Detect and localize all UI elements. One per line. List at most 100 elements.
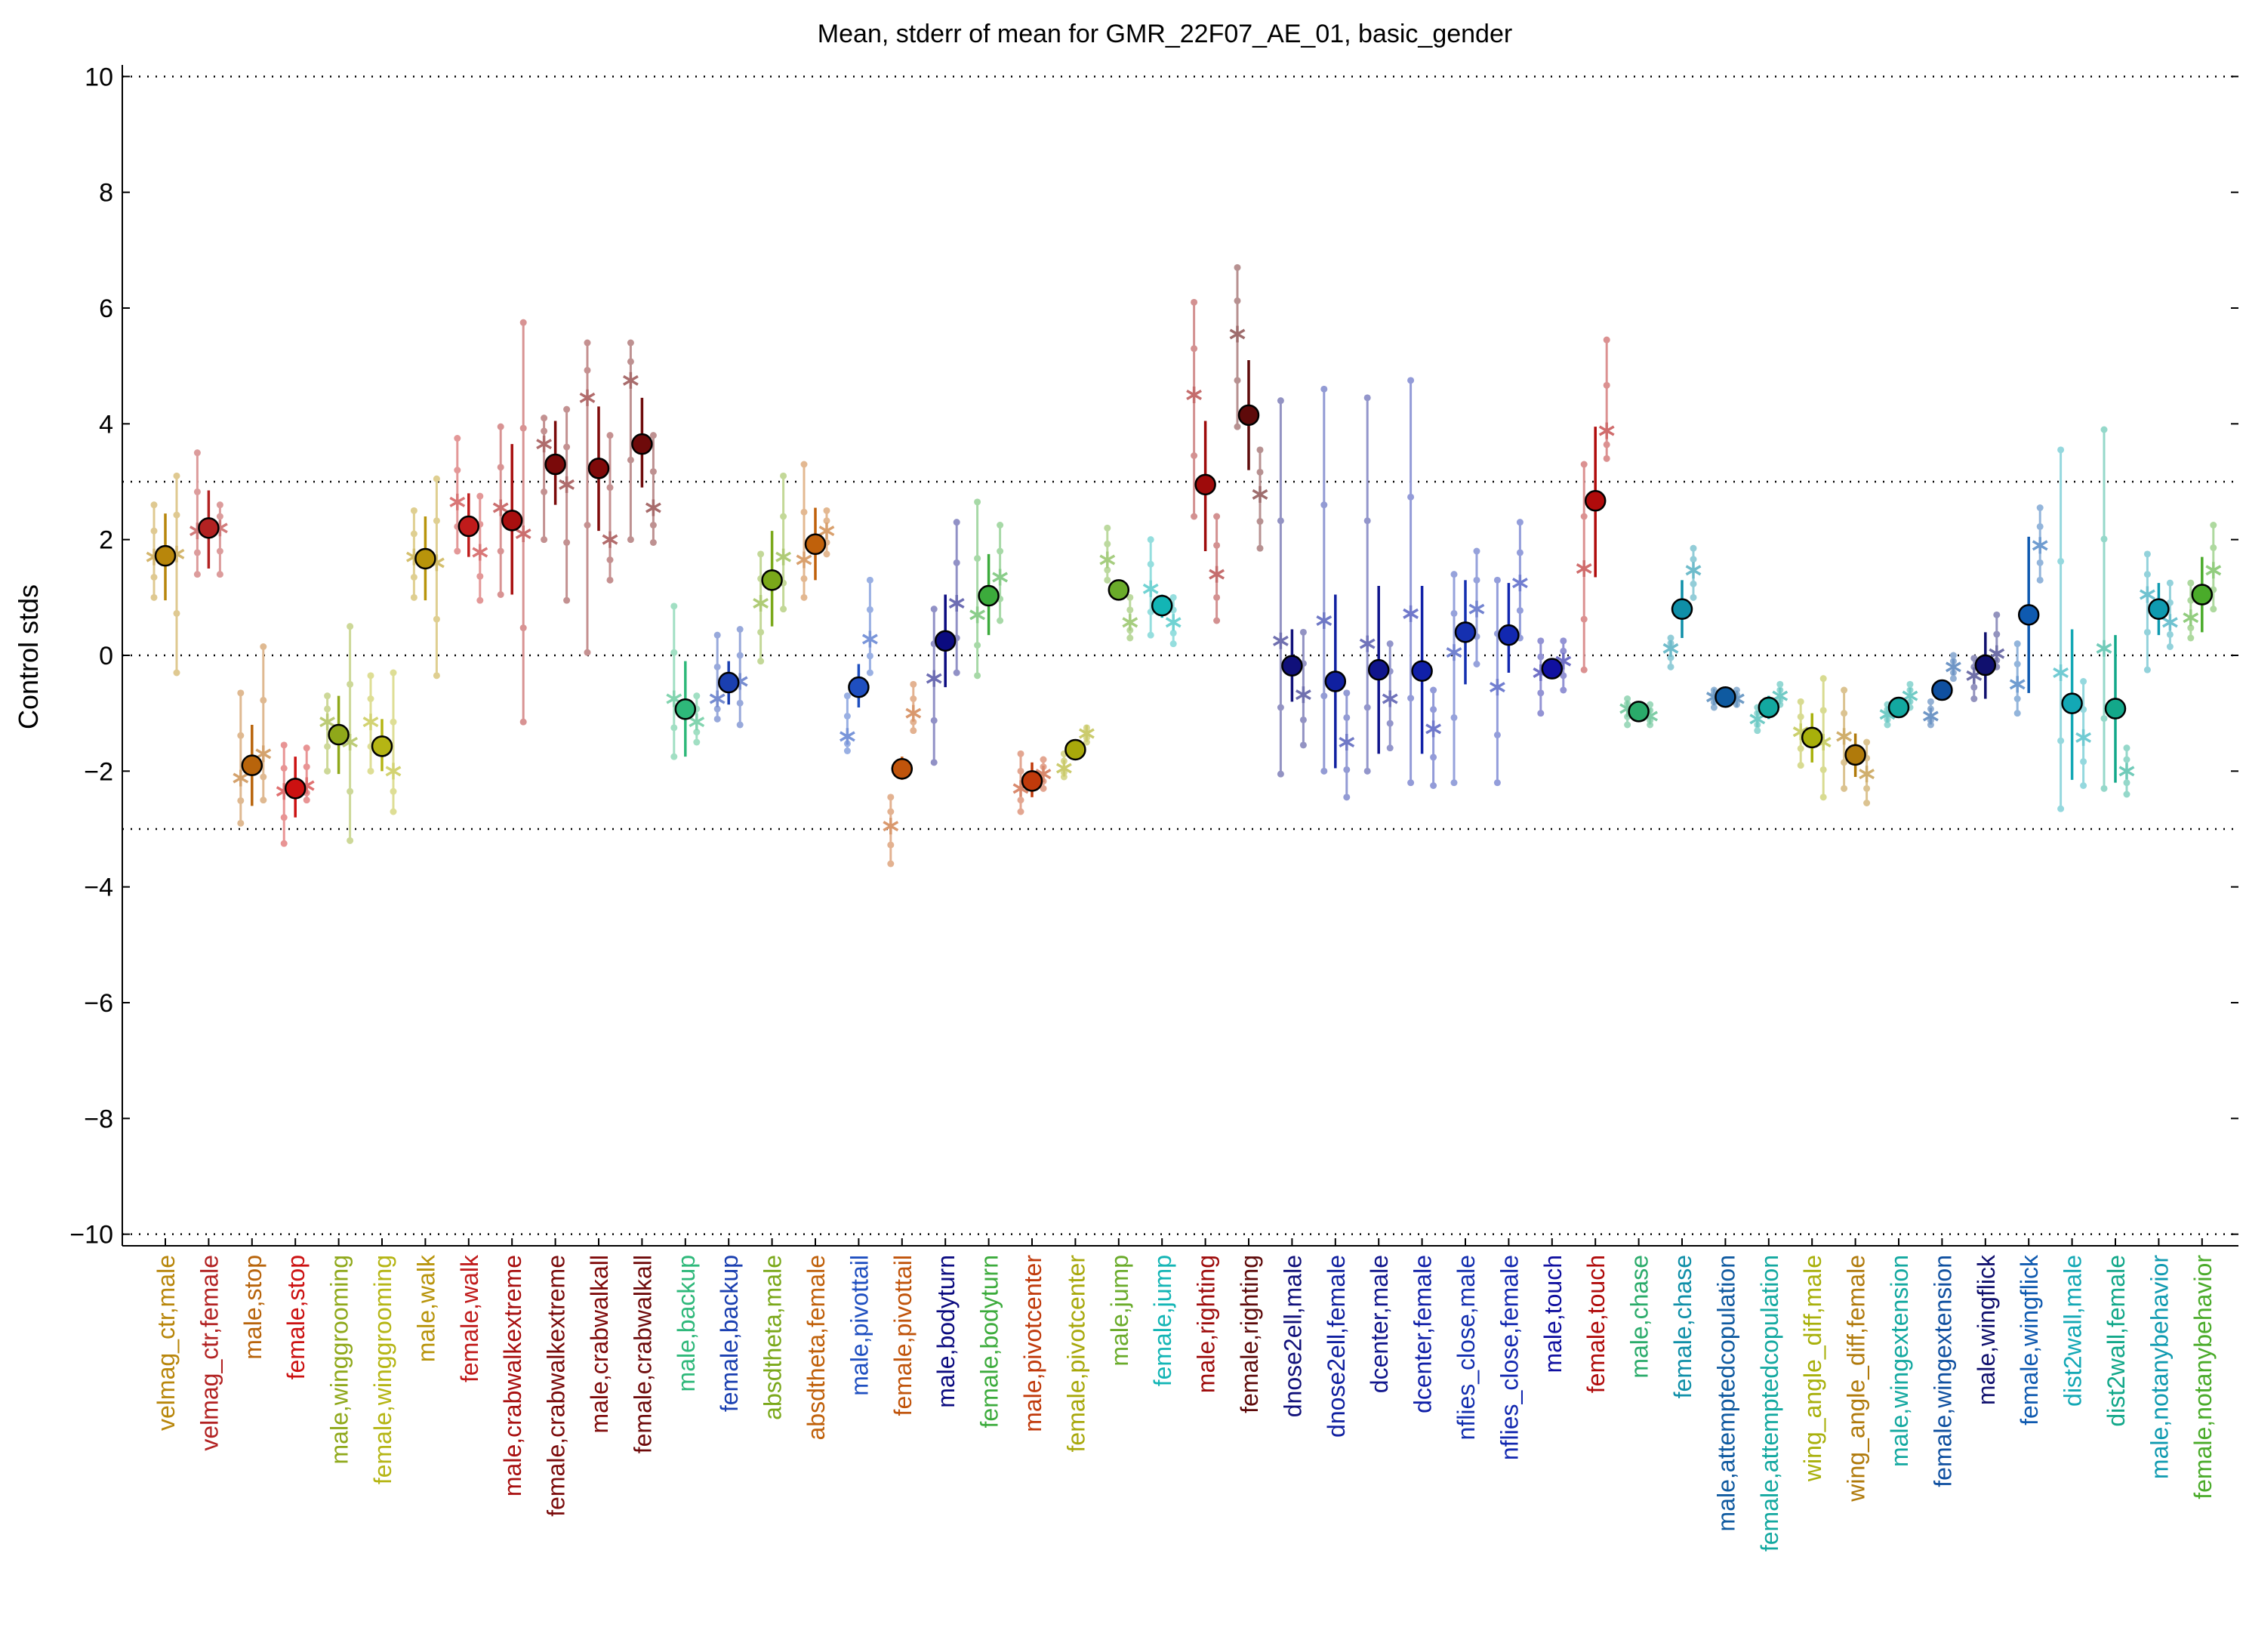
star-arm (622, 374, 639, 386)
mean-point (241, 725, 263, 806)
right-sample-dot (2210, 606, 2217, 613)
y-tick-label: 6 (99, 294, 113, 323)
right-point (168, 472, 185, 677)
right-sample-dot (1473, 547, 1480, 555)
right-point (2118, 744, 2135, 798)
left-sample-dot (2100, 535, 2108, 543)
mean-marker (891, 758, 913, 780)
mean-marker (154, 544, 177, 567)
mean-point (1715, 686, 1736, 708)
left-sample-dot (800, 461, 808, 468)
right-sample-dot (736, 721, 744, 729)
x-tick-label: male,crabwalkall (586, 1255, 613, 1434)
left-sample-dot (2143, 550, 2151, 558)
right-sample-dot (216, 547, 223, 555)
star-arm (1295, 689, 1311, 701)
mean-point (891, 757, 913, 780)
mean-point (2191, 556, 2214, 633)
left-sample-dot (1797, 713, 1804, 720)
mean-marker (674, 698, 697, 720)
left-sample-dot (2013, 661, 2021, 667)
left-sample-dot (2143, 628, 2151, 636)
left-sample-dot (670, 603, 678, 610)
right-sample-dot (866, 669, 873, 677)
right-point (645, 432, 661, 546)
left-sample-dot (497, 547, 504, 555)
left-point (1576, 461, 1592, 673)
mean-marker (1671, 598, 1693, 620)
left-sample-dot (324, 705, 331, 713)
mean-point (761, 531, 783, 627)
star-arm (342, 736, 359, 748)
star-arm (1511, 578, 1528, 589)
mean-point (2017, 536, 2040, 693)
right-sample-dot (433, 475, 440, 482)
y-tick-label: 8 (99, 179, 113, 208)
right-sample-dot (1040, 756, 1047, 763)
y-tick-label: −4 (84, 874, 113, 902)
star-arm (796, 554, 812, 566)
right-point (385, 669, 402, 815)
left-point (1446, 571, 1462, 787)
mean-marker (587, 458, 610, 479)
left-sample-dot (713, 715, 721, 723)
right-sample-dot (1343, 794, 1351, 801)
mean-point (1151, 594, 1173, 618)
left-point (1316, 385, 1333, 775)
right-point (1468, 547, 1485, 667)
right-sample-dot (1733, 686, 1740, 694)
right-point (2075, 678, 2092, 789)
star-arm (753, 597, 769, 609)
mean-point (978, 553, 1000, 636)
mean-marker (2148, 598, 2170, 620)
left-point (2009, 640, 2026, 717)
left-sample-dot (584, 649, 591, 656)
star-arm (948, 597, 965, 609)
mean-point (1411, 586, 1433, 754)
left-sample-dot (1710, 704, 1718, 711)
left-sample-dot (237, 732, 245, 739)
right-point (948, 519, 965, 677)
right-sample-dot (606, 576, 614, 584)
right-sample-dot (519, 424, 527, 432)
left-sample-dot (974, 672, 981, 680)
mean-marker (1801, 726, 1823, 749)
right-sample-dot (1169, 640, 1177, 648)
x-tick-label: nflies_close,female (1496, 1255, 1523, 1460)
right-sample-dot (1256, 446, 1264, 454)
right-sample-dot (1690, 580, 1697, 587)
left-sample-dot (1147, 631, 1154, 639)
left-sample-dot (2057, 805, 2065, 812)
right-point (515, 319, 531, 726)
x-tick-label: male,attemptedcopulation (1712, 1255, 1739, 1531)
left-sample-dot (1104, 566, 1111, 574)
left-sample-dot (1970, 655, 1978, 662)
left-point (1922, 698, 1939, 729)
right-sample-dot (1169, 629, 1177, 636)
left-sample-dot (2013, 695, 2021, 702)
x-tick-label: female,pivotcenter (1062, 1255, 1089, 1453)
mean-marker (458, 515, 480, 538)
mean-point (1367, 586, 1390, 754)
left-sample-dot (627, 339, 634, 347)
mean-marker (631, 433, 653, 455)
right-sample-dot (1560, 672, 1567, 680)
data-marks (146, 264, 2222, 868)
star-arm (1446, 647, 1462, 658)
mean-marker (1844, 744, 1866, 766)
right-sample-dot (2123, 779, 2130, 787)
x-tick-label: wing_angle_diff,male (1799, 1255, 1826, 1482)
mean-point (1628, 701, 1650, 723)
left-sample-dot (584, 339, 591, 347)
left-sample-dot (584, 366, 591, 374)
left-sample-dot (843, 692, 851, 700)
star-arm (1598, 425, 1615, 436)
left-point (2053, 446, 2069, 812)
star-arm (775, 551, 792, 562)
right-point (1295, 628, 1311, 749)
left-point (362, 672, 379, 775)
star-arm (1836, 731, 1853, 742)
right-sample-dot (390, 718, 397, 726)
x-tick-label: male,wingflick (1973, 1254, 2000, 1405)
star-arm (1576, 562, 1592, 575)
